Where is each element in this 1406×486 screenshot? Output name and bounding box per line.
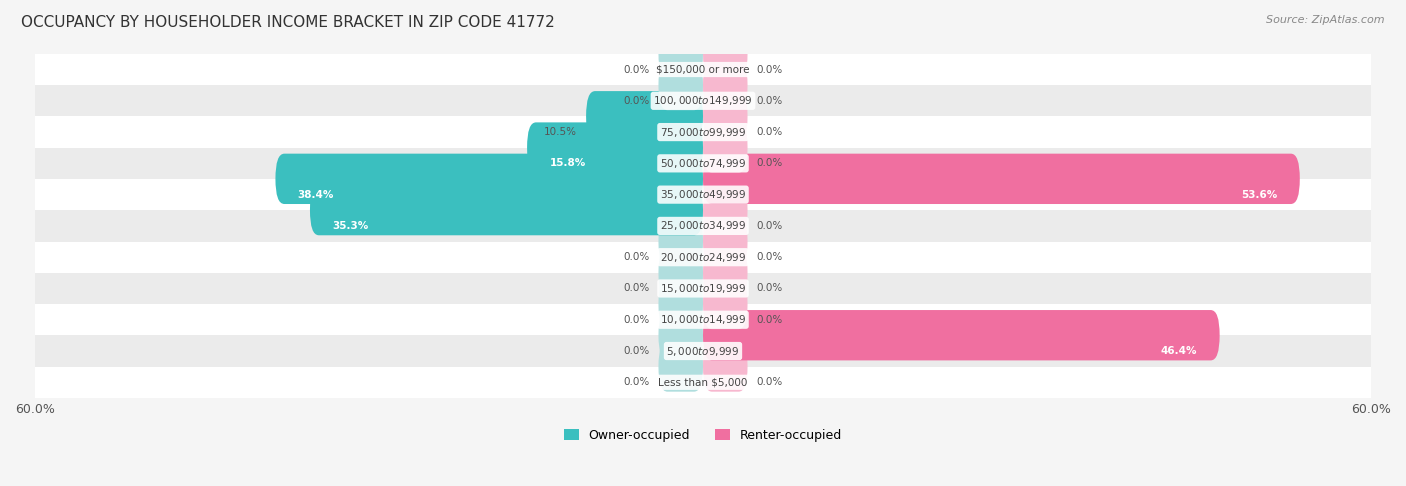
Text: $10,000 to $14,999: $10,000 to $14,999 [659, 313, 747, 326]
FancyBboxPatch shape [276, 154, 703, 204]
Bar [0, 242, 1406, 273]
Bar [0, 179, 1406, 210]
Text: 0.0%: 0.0% [756, 65, 783, 74]
Text: $75,000 to $99,999: $75,000 to $99,999 [659, 125, 747, 139]
FancyBboxPatch shape [703, 91, 748, 141]
FancyBboxPatch shape [658, 279, 703, 329]
Bar [0, 335, 1406, 366]
FancyBboxPatch shape [703, 185, 748, 235]
FancyBboxPatch shape [703, 29, 748, 79]
FancyBboxPatch shape [658, 341, 703, 392]
Text: 0.0%: 0.0% [623, 346, 650, 356]
FancyBboxPatch shape [703, 310, 1219, 361]
FancyBboxPatch shape [703, 60, 748, 110]
Text: 0.0%: 0.0% [756, 96, 783, 106]
Text: $35,000 to $49,999: $35,000 to $49,999 [659, 188, 747, 201]
Bar [0, 117, 1406, 148]
Bar [0, 54, 1406, 85]
Text: $50,000 to $74,999: $50,000 to $74,999 [659, 157, 747, 170]
Text: 0.0%: 0.0% [756, 283, 783, 294]
Text: 53.6%: 53.6% [1241, 190, 1278, 200]
Text: Source: ZipAtlas.com: Source: ZipAtlas.com [1267, 15, 1385, 25]
Text: 35.3%: 35.3% [332, 221, 368, 231]
Bar [0, 304, 1406, 335]
Text: 0.0%: 0.0% [623, 283, 650, 294]
Text: Less than $5,000: Less than $5,000 [658, 377, 748, 387]
Text: 0.0%: 0.0% [756, 252, 783, 262]
FancyBboxPatch shape [703, 247, 748, 298]
Text: $20,000 to $24,999: $20,000 to $24,999 [659, 251, 747, 264]
Text: 0.0%: 0.0% [756, 315, 783, 325]
Text: $150,000 or more: $150,000 or more [657, 65, 749, 74]
Text: 0.0%: 0.0% [756, 127, 783, 137]
FancyBboxPatch shape [703, 154, 1299, 204]
Text: $15,000 to $19,999: $15,000 to $19,999 [659, 282, 747, 295]
FancyBboxPatch shape [703, 341, 748, 392]
Text: $100,000 to $149,999: $100,000 to $149,999 [654, 94, 752, 107]
Text: OCCUPANCY BY HOUSEHOLDER INCOME BRACKET IN ZIP CODE 41772: OCCUPANCY BY HOUSEHOLDER INCOME BRACKET … [21, 15, 555, 30]
Bar [0, 366, 1406, 398]
Text: 0.0%: 0.0% [623, 96, 650, 106]
FancyBboxPatch shape [703, 279, 748, 329]
Bar [0, 85, 1406, 117]
FancyBboxPatch shape [658, 60, 703, 110]
FancyBboxPatch shape [703, 216, 748, 266]
FancyBboxPatch shape [586, 91, 703, 141]
Bar [0, 210, 1406, 242]
Text: 0.0%: 0.0% [623, 65, 650, 74]
FancyBboxPatch shape [658, 247, 703, 298]
Text: 0.0%: 0.0% [756, 158, 783, 168]
FancyBboxPatch shape [703, 122, 748, 173]
FancyBboxPatch shape [658, 310, 703, 361]
Text: 0.0%: 0.0% [623, 315, 650, 325]
Bar [0, 148, 1406, 179]
Text: 38.4%: 38.4% [298, 190, 335, 200]
Text: 0.0%: 0.0% [623, 252, 650, 262]
Text: 10.5%: 10.5% [544, 127, 578, 137]
FancyBboxPatch shape [658, 29, 703, 79]
Text: 46.4%: 46.4% [1161, 346, 1198, 356]
Text: 0.0%: 0.0% [756, 377, 783, 387]
Text: $25,000 to $34,999: $25,000 to $34,999 [659, 219, 747, 232]
FancyBboxPatch shape [309, 185, 703, 235]
Text: 0.0%: 0.0% [623, 377, 650, 387]
Text: $5,000 to $9,999: $5,000 to $9,999 [666, 345, 740, 358]
Bar [0, 273, 1406, 304]
Legend: Owner-occupied, Renter-occupied: Owner-occupied, Renter-occupied [558, 424, 848, 447]
FancyBboxPatch shape [527, 122, 703, 173]
Text: 0.0%: 0.0% [756, 221, 783, 231]
FancyBboxPatch shape [658, 216, 703, 266]
Text: 15.8%: 15.8% [550, 158, 585, 168]
